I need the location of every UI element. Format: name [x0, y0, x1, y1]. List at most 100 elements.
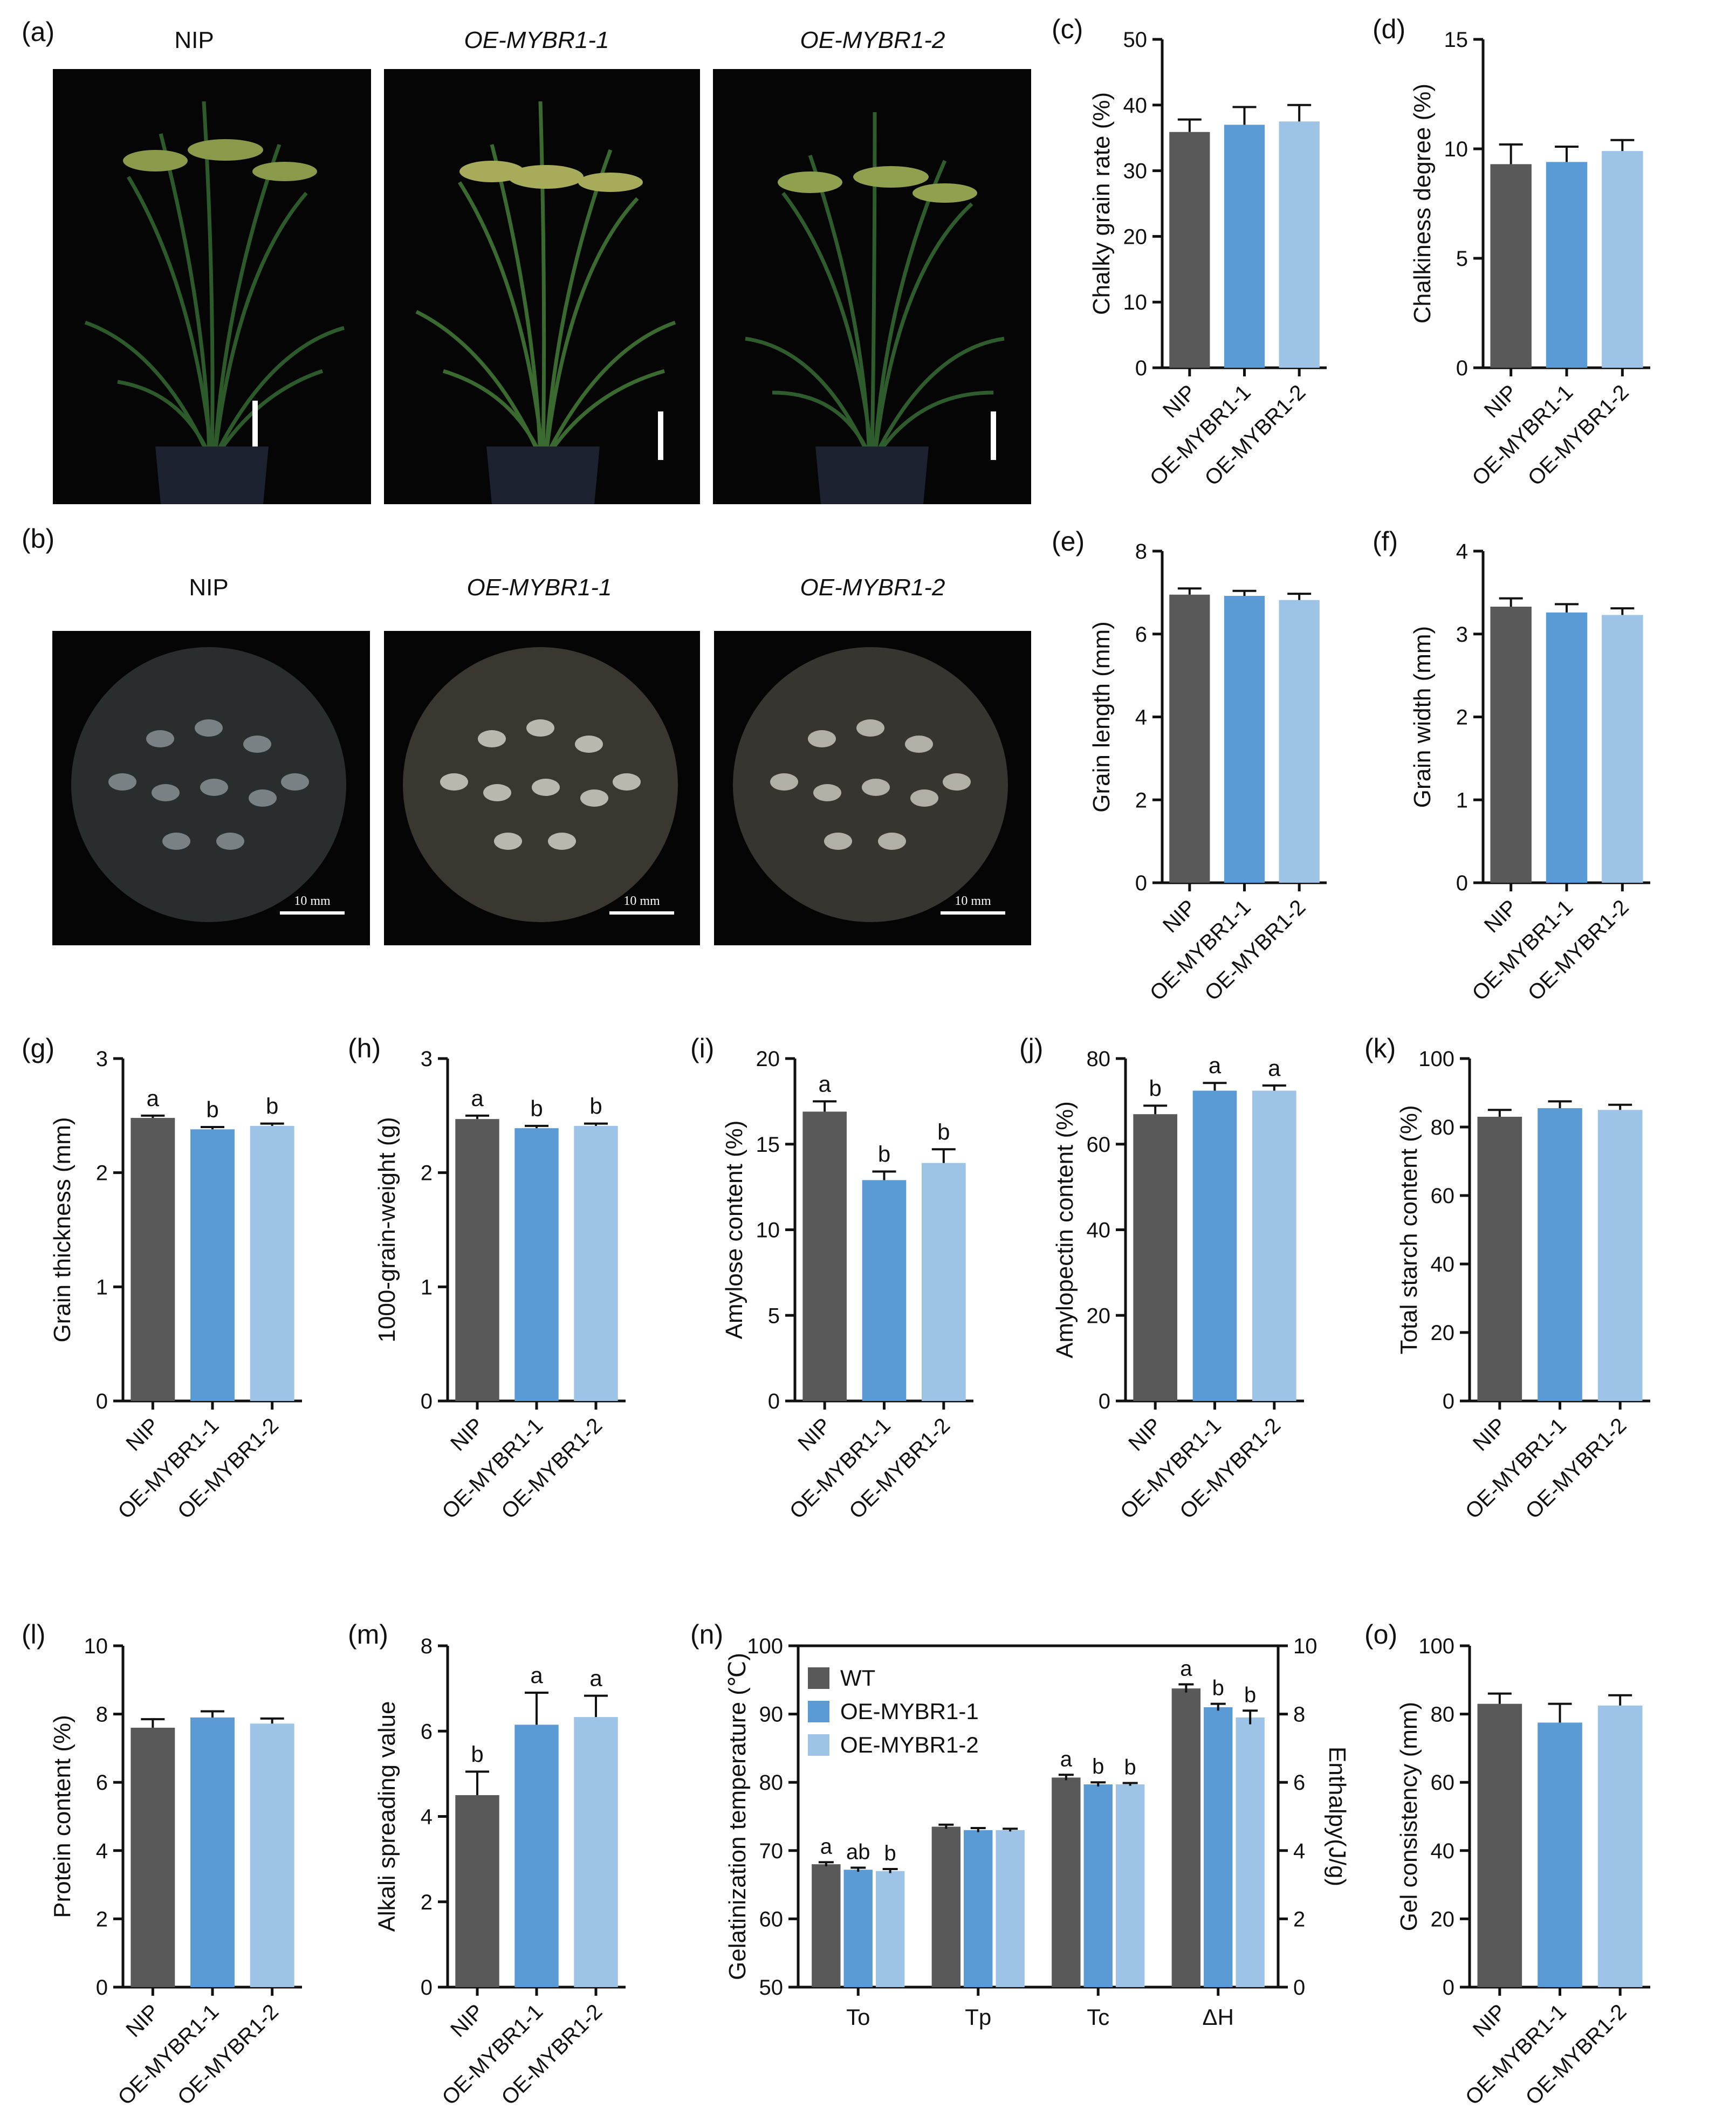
chart-h-significance-letter: a [471, 1086, 484, 1111]
chart-e-bar [1169, 594, 1210, 883]
chart-d-y-axis-label: Chalkiness degree (%) [1409, 84, 1436, 324]
chart-m-y-tick-label: 0 [421, 1976, 433, 2000]
chart-g-bar [131, 1118, 175, 1401]
chart-k-bar [1538, 1108, 1582, 1401]
chart-g-significance-letter: b [206, 1097, 218, 1122]
chart-h-bar [514, 1128, 559, 1401]
chart-j-y-tick-label: 40 [1087, 1219, 1111, 1242]
chart-l-panel-label: (l) [22, 1619, 45, 1650]
chart-n-y-tick-label: 50 [759, 1976, 784, 2000]
chart-l-y-axis-label: Protein content (%) [49, 1715, 76, 1918]
chart-c-panel-label: (c) [1052, 14, 1083, 44]
chart-n-y-tick-label: 60 [759, 1907, 784, 1931]
chart-m-significance-letter: a [589, 1666, 602, 1691]
chart-n-significance-letter: b [1092, 1755, 1104, 1778]
chart-n-bar [812, 1864, 841, 1987]
chart-i-y-axis-label: Amylose content (%) [721, 1121, 747, 1339]
chart-e-bar [1279, 600, 1320, 883]
chart-f-y-axis-label: Grain width (mm) [1409, 626, 1436, 808]
scale-bar-label-oe1: 10 mm [623, 894, 660, 908]
grain-photo-oe1: 10 mm [384, 631, 700, 945]
chart-n-x-tick-label: Tc [1087, 2004, 1109, 2030]
chart-f-y-tick-label: 4 [1456, 540, 1468, 564]
chart-n-y-tick-label: 70 [759, 1839, 784, 1863]
chart-c-bar [1224, 125, 1265, 368]
chart-f-bar [1490, 607, 1532, 883]
chart-n-significance-letter: a [1180, 1657, 1192, 1681]
chart-e-bar [1224, 596, 1265, 883]
plant-photo-oe2 [713, 69, 1031, 504]
chart-l-y-tick-label: 10 [84, 1634, 108, 1658]
chart-i-panel-label: (i) [690, 1033, 714, 1063]
chart-j-significance-letter: a [1268, 1055, 1281, 1081]
chart-i-bar [802, 1111, 847, 1401]
chart-n-y2-tick-label: 10 [1293, 1634, 1318, 1658]
chart-m-significance-letter: a [530, 1663, 543, 1688]
chart-n-legend-label: OE-MYBR1-1 [840, 1699, 979, 1724]
chart-k-y-axis-label: Total starch content (%) [1396, 1105, 1422, 1354]
plant-photo-oe1 [384, 69, 700, 504]
chart-n-bar [1236, 1717, 1265, 1987]
chart-n-bar [1171, 1688, 1201, 1987]
chart-e-y-axis-label: Grain length (mm) [1088, 621, 1115, 813]
chart-i-y-tick-label: 0 [768, 1390, 780, 1413]
chart-n-y2-tick-label: 4 [1293, 1839, 1305, 1863]
chart-e-y-tick-label: 6 [1135, 623, 1147, 647]
chart-h-y-tick-label: 3 [421, 1047, 433, 1071]
chart-g-y-tick-label: 2 [96, 1162, 108, 1185]
chart-f-y-tick-label: 0 [1456, 871, 1468, 895]
grain-image-nip: 10 mm [71, 647, 346, 922]
chart-c-y-tick-label: 0 [1135, 356, 1147, 380]
chart-h-y-tick-label: 2 [421, 1162, 433, 1185]
grain-photo-oe2: 10 mm [714, 631, 1031, 945]
chart-n-legend-swatch [808, 1701, 829, 1722]
chart-j-significance-letter: b [1149, 1075, 1161, 1101]
chart-d-x-tick-label: OE-MYBR1-2 [1524, 380, 1634, 490]
chart-c-y-tick-label: 10 [1123, 291, 1148, 314]
chart-h-y-tick-label: 1 [421, 1275, 433, 1299]
chart-n-y-tick-label: 80 [759, 1771, 784, 1795]
chart-f-panel-label: (f) [1373, 526, 1398, 557]
chart-n-bar [1083, 1784, 1113, 1987]
chart-h-x-tick-label: OE-MYBR1-1 [437, 1413, 547, 1523]
chart-o-panel-label: (o) [1364, 1619, 1397, 1650]
chart-n-y2-tick-label: 8 [1293, 1703, 1305, 1727]
grain-image-oe2: 10 mm [733, 647, 1008, 922]
chart-i-y-tick-label: 10 [756, 1219, 780, 1242]
chart-h-y-tick-label: 0 [421, 1390, 433, 1413]
chart-n-significance-letter: a [1060, 1747, 1073, 1771]
chart-k-y-tick-label: 0 [1443, 1390, 1454, 1413]
chart-n-significance-letter: b [1124, 1755, 1136, 1779]
chart-i-y-tick-label: 20 [756, 1047, 780, 1071]
chart-i-y-tick-label: 15 [756, 1133, 780, 1157]
photo-title-b-oe2: OE-MYBR1-2 [800, 574, 945, 601]
chart-n-bar [843, 1870, 873, 1987]
chart-n-legend-label: OE-MYBR1-2 [840, 1732, 979, 1757]
photo-title-a-oe2: OE-MYBR1-2 [800, 27, 945, 53]
chart-c-y-tick-label: 30 [1123, 160, 1148, 183]
plant-image-oe1 [415, 101, 676, 504]
chart-n-x-tick-label: Tp [965, 2004, 991, 2030]
chart-l-bar [250, 1723, 294, 1987]
chart-j-y-tick-label: 0 [1099, 1390, 1110, 1413]
chart-d-x-tick-label: NIP [1480, 380, 1522, 422]
chart-f-bar [1602, 615, 1643, 883]
chart-m-y-tick-label: 6 [421, 1720, 433, 1743]
chart-l-y-tick-label: 4 [96, 1839, 108, 1863]
chart-g-y-axis-label: Grain thickness (mm) [49, 1117, 76, 1342]
chart-g-panel-label: (g) [22, 1033, 54, 1063]
chart-n-x-tick-label: ΔH [1203, 2004, 1234, 2030]
chart-m-x-tick-label: NIP [446, 2000, 488, 2042]
chart-c-bar [1279, 121, 1320, 368]
chart-n-bar [875, 1871, 905, 1987]
chart-d-y-tick-label: 0 [1456, 356, 1468, 380]
chart-g-significance-letter: b [266, 1094, 278, 1119]
chart-n-y2-tick-label: 0 [1293, 1976, 1305, 2000]
